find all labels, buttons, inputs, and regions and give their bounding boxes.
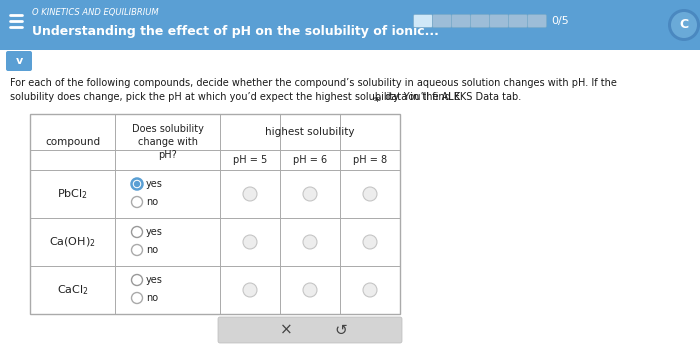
Circle shape — [303, 235, 317, 249]
Text: sp: sp — [374, 96, 382, 102]
FancyBboxPatch shape — [452, 14, 470, 27]
FancyBboxPatch shape — [6, 51, 32, 71]
Circle shape — [132, 244, 143, 256]
Circle shape — [363, 235, 377, 249]
Text: ×: × — [280, 323, 293, 338]
Text: pH = 6: pH = 6 — [293, 155, 327, 165]
Text: Does solubility
change with
pH?: Does solubility change with pH? — [132, 124, 204, 160]
FancyBboxPatch shape — [508, 14, 528, 27]
Text: solubility does change, pick the pH at which you’d expect the highest solubility: solubility does change, pick the pH at w… — [10, 92, 461, 102]
Text: Understanding the effect of pH on the solubility of ionic...: Understanding the effect of pH on the so… — [32, 26, 439, 39]
Circle shape — [243, 187, 257, 201]
Text: data in the ALEKS Data tab.: data in the ALEKS Data tab. — [382, 92, 522, 102]
Text: Ca(OH)$_2$: Ca(OH)$_2$ — [49, 235, 96, 249]
Circle shape — [363, 283, 377, 297]
Text: CaCl$_2$: CaCl$_2$ — [57, 283, 88, 297]
Circle shape — [303, 283, 317, 297]
FancyBboxPatch shape — [470, 14, 489, 27]
Circle shape — [243, 283, 257, 297]
Bar — [0, 50, 700, 360]
Text: v: v — [15, 56, 22, 66]
Circle shape — [132, 197, 143, 207]
Text: For each of the following compounds, decide whether the compound’s solubility in: For each of the following compounds, dec… — [10, 78, 617, 88]
Text: pH = 8: pH = 8 — [353, 155, 387, 165]
Circle shape — [243, 235, 257, 249]
Text: highest solubility: highest solubility — [265, 127, 355, 137]
FancyBboxPatch shape — [414, 14, 433, 27]
Circle shape — [668, 9, 700, 41]
Text: yes: yes — [146, 179, 163, 189]
Text: ↺: ↺ — [334, 323, 347, 338]
Circle shape — [132, 179, 143, 189]
Text: 0/5: 0/5 — [551, 16, 568, 26]
FancyBboxPatch shape — [433, 14, 452, 27]
FancyBboxPatch shape — [218, 317, 402, 343]
Text: no: no — [146, 197, 158, 207]
Text: no: no — [146, 293, 158, 303]
FancyBboxPatch shape — [489, 14, 508, 27]
Circle shape — [134, 181, 140, 187]
Circle shape — [303, 187, 317, 201]
FancyBboxPatch shape — [528, 14, 547, 27]
Text: compound: compound — [45, 137, 100, 147]
Circle shape — [132, 226, 143, 238]
Text: PbCl$_2$: PbCl$_2$ — [57, 187, 88, 201]
Circle shape — [132, 274, 143, 285]
Bar — [30, 114, 400, 314]
Text: O KINETICS AND EQUILIBRIUM: O KINETICS AND EQUILIBRIUM — [32, 9, 159, 18]
Text: no: no — [146, 245, 158, 255]
Text: yes: yes — [146, 275, 163, 285]
Circle shape — [363, 187, 377, 201]
Circle shape — [132, 292, 143, 303]
Text: C: C — [680, 18, 689, 31]
Circle shape — [671, 12, 697, 38]
Text: pH = 5: pH = 5 — [233, 155, 267, 165]
Text: yes: yes — [146, 227, 163, 237]
Bar — [0, 0, 700, 50]
